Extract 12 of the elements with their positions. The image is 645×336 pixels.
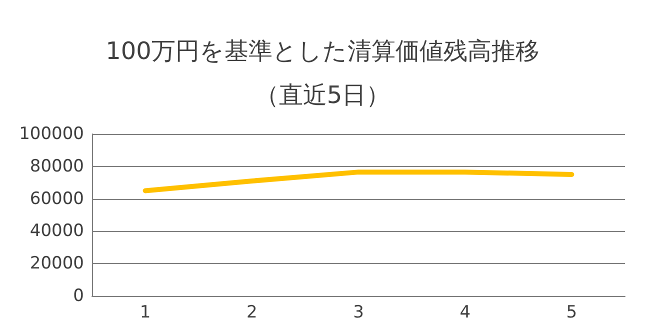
y-tick-label: 40000 [30,221,84,242]
x-tick-label: 3 [353,302,364,322]
y-tick-label: 20000 [30,254,84,274]
y-tick-label: 80000 [30,156,84,176]
y-tick-label: 100000 [19,124,84,144]
x-tick-label: 5 [566,302,578,322]
x-tick-label: 4 [460,302,471,322]
x-tick-label: 1 [140,302,151,322]
y-tick-label: 0 [73,286,84,306]
y-tick-label: 60000 [30,188,84,209]
x-tick-label: 2 [246,302,258,322]
chart-title: 100万円を基準とした清算価値残高推移（直近5日） [106,37,540,109]
